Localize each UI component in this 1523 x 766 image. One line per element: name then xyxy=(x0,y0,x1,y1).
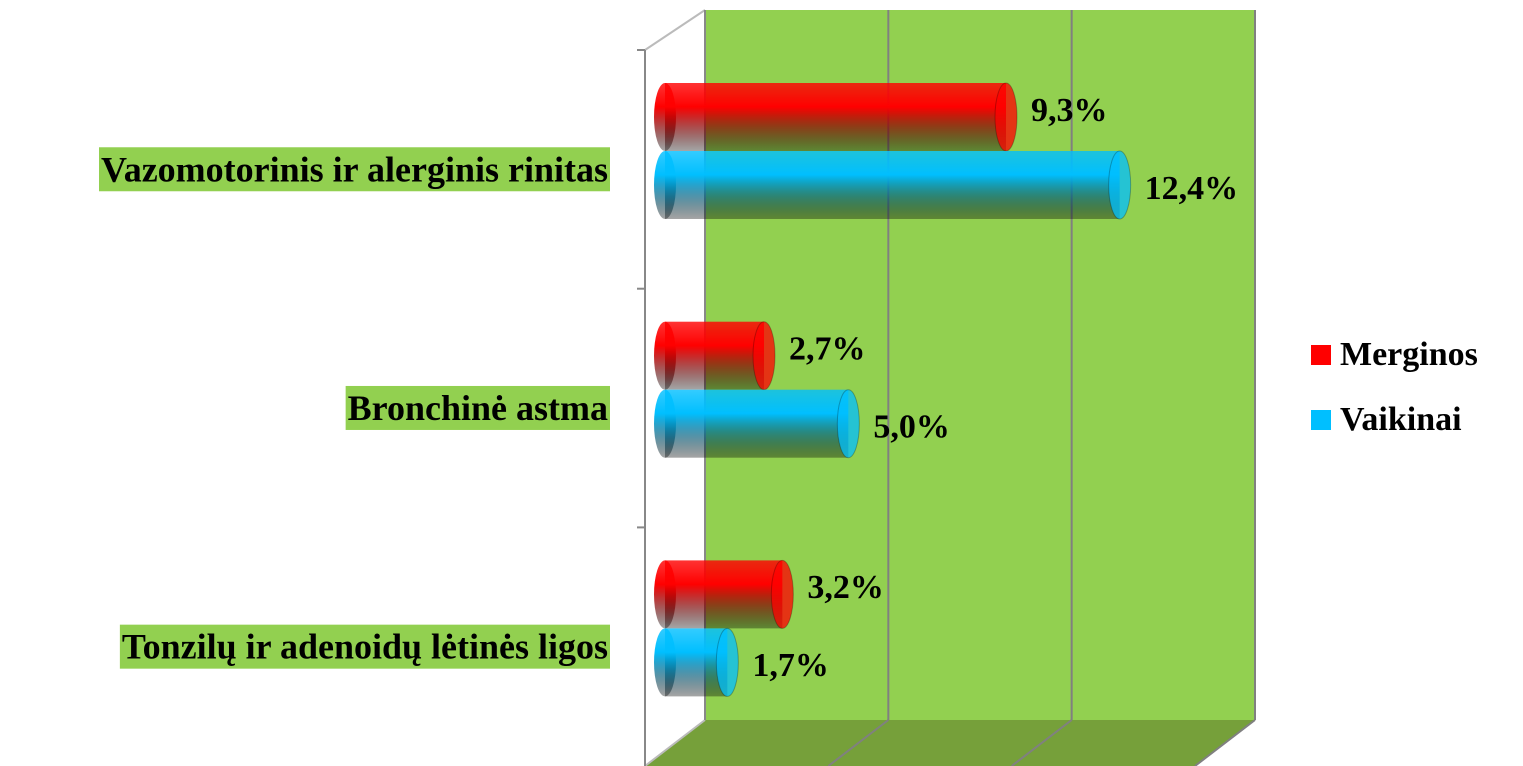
bar-body xyxy=(665,321,764,390)
bar-body xyxy=(665,389,849,458)
bar-start xyxy=(654,83,676,151)
bar-start xyxy=(654,560,676,629)
category-label: Tonzilų ir adenoidų lėtinės ligos xyxy=(122,627,608,667)
data-label: 1,7% xyxy=(752,647,829,684)
bar-start xyxy=(654,151,676,219)
grid-line-floor xyxy=(1194,719,1256,766)
grid-line-floor xyxy=(1011,719,1073,766)
bar xyxy=(654,559,794,629)
side-edge xyxy=(644,719,706,766)
bar-body xyxy=(665,560,783,629)
category-label-bg xyxy=(119,624,610,669)
legend-swatch xyxy=(1311,345,1331,365)
bar-body xyxy=(665,151,1120,219)
bar xyxy=(654,82,1018,152)
bar-cap xyxy=(836,389,860,459)
data-label: 2,7% xyxy=(789,330,866,367)
bar-start xyxy=(654,321,676,390)
bar-start xyxy=(654,389,676,458)
floor xyxy=(645,720,1255,766)
category-label: Bronchinė astma xyxy=(348,388,608,428)
bar-start xyxy=(654,628,676,697)
grid-line-floor xyxy=(827,719,889,766)
bar xyxy=(654,627,739,697)
bar-cap xyxy=(770,559,794,629)
bar-cap xyxy=(994,82,1018,152)
legend-label: Vaikinai xyxy=(1340,401,1462,438)
category-label-bg xyxy=(345,385,610,430)
bar-cap xyxy=(715,627,739,697)
bar-cap xyxy=(1108,150,1132,220)
bar-cap xyxy=(752,321,776,391)
category-label: Vazomotorinis ir alerginis rinitas xyxy=(101,149,608,189)
category-label-bg xyxy=(99,147,610,192)
side-edge xyxy=(644,9,706,51)
bar-body xyxy=(665,83,1006,151)
bar xyxy=(654,150,1132,220)
data-label: 9,3% xyxy=(1031,92,1108,129)
data-label: 3,2% xyxy=(807,569,884,606)
legend-label: Merginos xyxy=(1340,336,1478,373)
data-label: 12,4% xyxy=(1145,170,1239,207)
bar xyxy=(654,389,860,459)
data-label: 5,0% xyxy=(873,408,950,445)
legend-swatch xyxy=(1311,410,1331,430)
bar xyxy=(654,321,776,391)
